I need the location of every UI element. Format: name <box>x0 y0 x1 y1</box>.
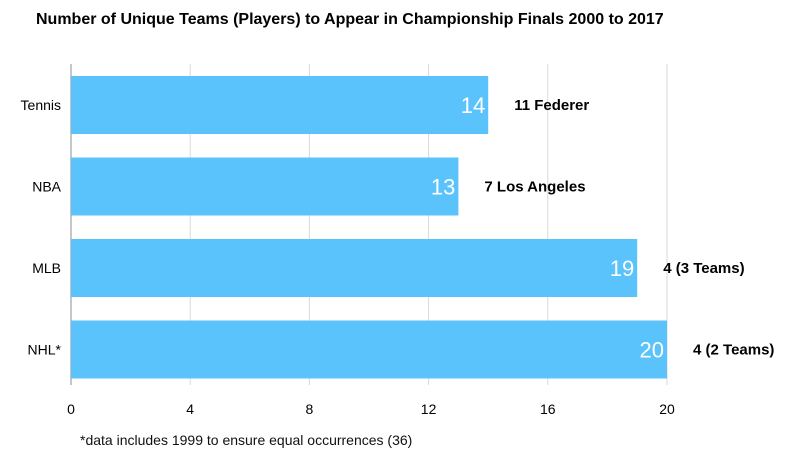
x-tick-label: 0 <box>67 401 75 417</box>
x-tick-label: 20 <box>659 401 675 417</box>
category-label: Tennis <box>21 97 61 113</box>
bar-value-label: 19 <box>610 256 634 281</box>
category-label: NBA <box>32 179 61 195</box>
bar <box>71 239 638 297</box>
bar-annotation: 4 (3 Teams) <box>663 260 744 277</box>
category-label: MLB <box>32 260 61 276</box>
bar-value-label: 20 <box>640 338 664 363</box>
x-tick-label: 12 <box>421 401 437 417</box>
bar-annotation: 7 Los Angeles <box>484 179 585 196</box>
bar <box>71 157 459 216</box>
category-label: NHL* <box>28 342 62 358</box>
bar-annotation: 11 Federer <box>514 97 589 114</box>
bar <box>71 320 667 379</box>
bar-value-label: 13 <box>431 175 455 200</box>
x-tick-label: 16 <box>540 401 556 417</box>
x-tick-label: 8 <box>306 401 314 417</box>
bar-value-label: 14 <box>461 93 485 118</box>
bar-annotation: 4 (2 Teams) <box>693 342 774 359</box>
chart-footnote: *data includes 1999 to ensure equal occu… <box>80 432 413 448</box>
x-tick-label: 4 <box>186 401 194 417</box>
bar <box>71 76 489 134</box>
chart-title: Number of Unique Teams (Players) to Appe… <box>36 11 664 28</box>
